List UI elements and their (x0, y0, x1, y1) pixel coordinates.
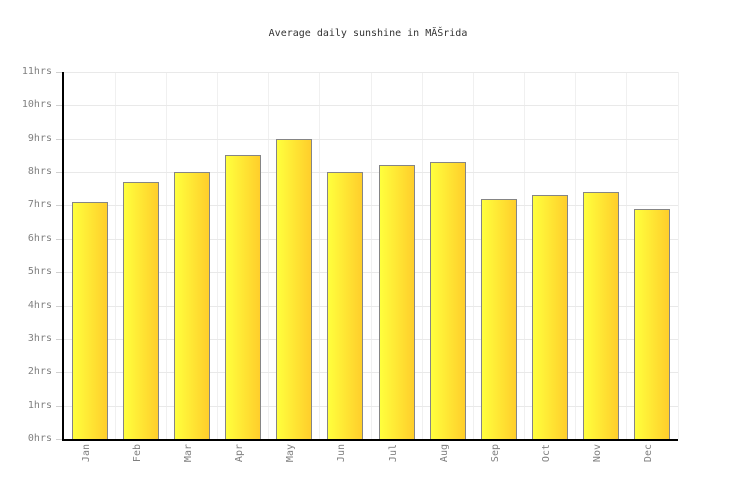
y-axis-tick (56, 272, 62, 274)
x-axis-label-apr: Apr (234, 444, 246, 463)
bar-feb (122, 182, 159, 441)
y-axis-label: 9hrs (27, 132, 52, 144)
y-axis-tick (56, 138, 62, 140)
bar-oct (532, 195, 569, 441)
vertical-gridline (472, 72, 474, 439)
vertical-gridline (626, 72, 628, 439)
y-axis-label: 7hrs (27, 199, 52, 211)
y-axis-tick (56, 205, 62, 207)
y-axis-label: 4hrs (27, 299, 52, 311)
y-axis-tick (56, 238, 62, 240)
x-axis-label-jul: Jul (387, 444, 399, 463)
horizontal-gridline (64, 238, 678, 240)
vertical-gridline (524, 72, 525, 439)
vertical-gridline (114, 72, 116, 439)
y-axis-label: 1hrs (27, 399, 52, 411)
horizontal-gridline (64, 372, 678, 374)
y-axis-label: 6hrs (27, 232, 52, 244)
vertical-gridline (268, 72, 270, 439)
chart-title: Average daily sunshine in MĂŠrida (268, 28, 468, 39)
bar-jul (378, 165, 415, 441)
y-axis-label: 0hrs (27, 433, 52, 444)
y-axis-label: 2hrs (27, 366, 52, 378)
horizontal-gridline (64, 405, 678, 407)
vertical-gridline (677, 72, 679, 439)
vertical-gridline (370, 72, 372, 439)
bar-dec (634, 208, 671, 441)
x-axis-label-sep: Sep (489, 444, 501, 463)
x-axis-label-jan: Jan (80, 444, 92, 463)
x-axis-label-aug: Aug (438, 444, 450, 463)
y-axis-label: 5hrs (27, 266, 52, 278)
horizontal-gridline (64, 338, 678, 340)
bar-nov (583, 192, 620, 441)
bar-apr (225, 155, 262, 441)
y-axis-tick (56, 72, 62, 73)
vertical-gridline (421, 72, 423, 439)
y-axis-tick (56, 372, 62, 374)
y-axis-tick (56, 305, 62, 307)
horizontal-gridline (64, 138, 678, 140)
y-axis-label: 8hrs (27, 166, 52, 178)
y-axis-tick (56, 338, 62, 340)
horizontal-gridline (64, 205, 678, 207)
x-axis-line (62, 439, 678, 441)
x-axis-label-mar: Mar (182, 444, 194, 463)
vertical-gridline (319, 72, 321, 439)
horizontal-gridline (64, 172, 678, 174)
bar-jun (327, 172, 364, 441)
x-axis-label-nov: Nov (592, 444, 604, 463)
y-axis-line (62, 72, 64, 441)
x-axis-label-oct: Oct (541, 444, 553, 463)
bar-aug (429, 162, 466, 441)
bar-sep (480, 198, 517, 441)
bar-jan (71, 202, 108, 441)
y-axis-label: 11hrs (21, 66, 52, 77)
y-axis-tick (56, 172, 62, 174)
y-axis-tick (56, 105, 62, 107)
bar-mar (173, 172, 210, 441)
y-axis-tick (56, 439, 62, 440)
x-axis-label-jun: Jun (336, 444, 348, 463)
horizontal-gridline (64, 105, 678, 107)
x-axis-label-feb: Feb (131, 444, 143, 463)
horizontal-gridline (64, 72, 678, 73)
y-axis-label: 10hrs (21, 99, 52, 111)
x-axis-label-may: May (285, 444, 297, 463)
y-axis-label: 3hrs (27, 332, 52, 344)
y-axis-tick (56, 405, 62, 407)
vertical-gridline (165, 72, 167, 439)
horizontal-gridline (64, 305, 678, 307)
bar-may (276, 138, 313, 441)
horizontal-gridline (64, 272, 678, 274)
vertical-gridline (575, 72, 577, 439)
vertical-gridline (217, 72, 218, 439)
x-axis-label-dec: Dec (643, 444, 655, 463)
